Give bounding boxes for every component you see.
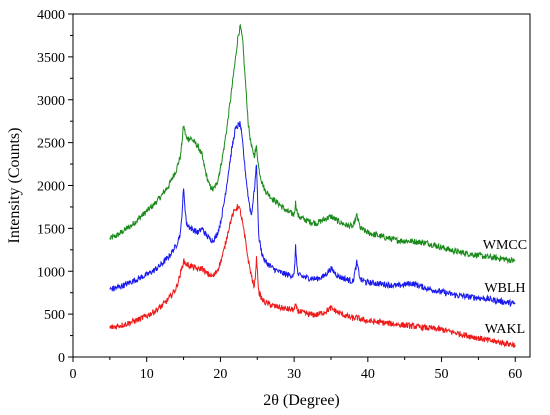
y-tick-label: 1000 xyxy=(37,265,65,280)
x-tick-label: 20 xyxy=(213,367,227,382)
series-line-wblh xyxy=(109,121,516,308)
x-axis-ticks: 0 10 20 30 40 50 60 xyxy=(70,357,522,382)
y-tick-label: 500 xyxy=(44,308,65,323)
series-line-wakl xyxy=(109,204,516,348)
series-label-wakl: WAKL xyxy=(485,322,525,337)
y-tick-label: 0 xyxy=(58,351,65,366)
y-tick-label: 4000 xyxy=(37,8,65,23)
y-tick-label: 3500 xyxy=(37,51,65,66)
x-tick-label: 30 xyxy=(287,367,301,382)
x-tick-label: 10 xyxy=(140,367,154,382)
series-labels: WMCC WBLH WAKL xyxy=(483,238,527,337)
series-label-wmcc: WMCC xyxy=(483,238,527,253)
y-axis-ticks: 0 500 1000 1500 2000 2500 3000 3500 4000 xyxy=(37,8,73,366)
y-tick-label: 3000 xyxy=(37,94,65,109)
y-tick-label: 2000 xyxy=(37,180,65,195)
series-label-wblh: WBLH xyxy=(484,281,525,296)
y-axis-title: Intensity (Counts) xyxy=(6,128,23,244)
x-tick-label: 0 xyxy=(70,367,77,382)
series-line-wmcc xyxy=(109,23,516,265)
y-tick-label: 1500 xyxy=(37,222,65,237)
x-axis-title: 2θ (Degree) xyxy=(263,392,340,409)
y-tick-label: 2500 xyxy=(37,137,65,152)
x-tick-label: 40 xyxy=(361,367,375,382)
plot-frame xyxy=(72,13,531,358)
x-tick-label: 60 xyxy=(508,367,522,382)
series-layer xyxy=(109,23,516,348)
x-tick-label: 50 xyxy=(435,367,449,382)
